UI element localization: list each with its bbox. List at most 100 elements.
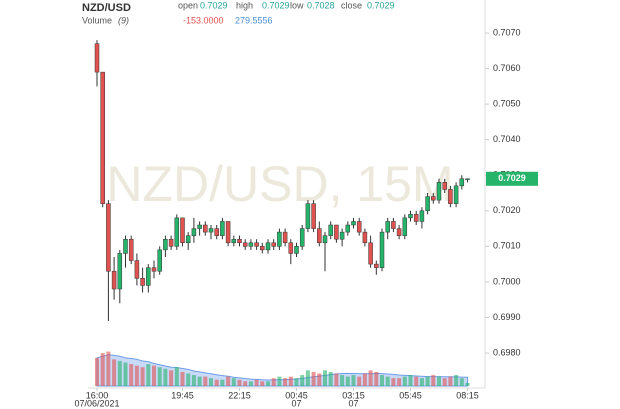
volume-bar (117, 360, 122, 386)
candle-body (146, 267, 151, 286)
volume-bar (157, 367, 162, 386)
candle-body (299, 228, 305, 247)
candle-body (123, 238, 128, 254)
candle-body (459, 178, 465, 187)
low-value: 0.7028 (307, 0, 335, 10)
volume-bar (459, 378, 464, 386)
volume-bar (425, 376, 430, 386)
candle-body (322, 235, 328, 244)
candle-body (151, 267, 157, 272)
candle-body (140, 278, 145, 286)
volume-bar (129, 364, 134, 386)
symbol: NZD/USD (82, 2, 131, 14)
indicator-value: 279.5556 (235, 15, 273, 25)
x-tick-label: 16:00 (86, 390, 109, 400)
volume-bar (419, 378, 424, 386)
volume-bar (408, 375, 413, 386)
volume-bar (266, 381, 270, 386)
y-tick-label: 0.7050 (493, 98, 521, 108)
candle-body (277, 231, 282, 247)
volume-bar (368, 370, 373, 386)
y-tick-label: 0.7040 (493, 134, 521, 144)
close-value: 0.7029 (367, 0, 395, 10)
x-tick-label: 19:45 (171, 390, 194, 400)
candle-body (453, 185, 459, 204)
candle-body (317, 228, 322, 244)
candle-body (225, 221, 231, 244)
x-tick-label: 22:15 (228, 390, 251, 400)
candle-body (442, 182, 447, 190)
volume-bar (340, 375, 345, 386)
volume-bar (283, 378, 288, 386)
volume-bar (95, 357, 99, 386)
candle-body (288, 242, 294, 254)
volume-bar (169, 370, 174, 386)
candle-body (402, 217, 408, 236)
volume-bar (305, 370, 310, 386)
volume-bar (402, 376, 407, 386)
volume-bar (152, 365, 156, 386)
candle-body (111, 270, 117, 290)
candle-body (191, 228, 197, 236)
candle-body (368, 242, 373, 265)
candle-body (163, 238, 168, 251)
volume-bar (385, 376, 390, 386)
volume-bar (448, 376, 453, 386)
candle-body (180, 217, 185, 244)
candle-body (465, 178, 470, 181)
indicator-period: (9) (118, 15, 129, 25)
volume-bar (334, 373, 339, 386)
volume-bar (186, 373, 191, 386)
candle-body (242, 242, 248, 247)
last-price-tag (486, 171, 538, 186)
candle-body (174, 217, 180, 247)
volume-bar (328, 371, 333, 386)
volume-bar (163, 368, 168, 386)
y-tick-label: 0.6990 (493, 312, 521, 322)
candle-body (431, 196, 436, 201)
volume-bar (317, 373, 322, 386)
volume-bar (226, 376, 231, 386)
volume-bar (351, 375, 356, 386)
volume-bar (191, 375, 196, 386)
candle-body (334, 224, 339, 240)
candle-body (260, 246, 265, 251)
y-tick-label: 0.7070 (493, 27, 521, 37)
volume-bar (442, 378, 447, 386)
volume-bar (214, 379, 219, 386)
volume-bar (271, 378, 276, 386)
volume-bar (254, 379, 259, 386)
candle-body (254, 242, 259, 247)
volume-bar (357, 376, 362, 386)
candle-body (351, 221, 356, 226)
volume-bar (220, 379, 225, 386)
volume-bar (123, 362, 128, 386)
candle-body (356, 221, 362, 233)
candle-body (220, 221, 225, 236)
x-tick-label: 00:45 (285, 390, 308, 400)
candle-body (419, 210, 425, 222)
candle-body (214, 228, 219, 236)
candle-body (408, 214, 413, 219)
candle-body (265, 242, 271, 251)
open-label: open (178, 0, 198, 10)
volume-bar (106, 351, 111, 386)
volume-bar (146, 364, 151, 386)
candle-body (385, 221, 390, 233)
x-tick-sublabel: 07 (291, 398, 301, 408)
candle-body (345, 224, 351, 233)
volume-bar (294, 378, 299, 386)
volume-bar (397, 378, 402, 386)
volume-bar (454, 375, 459, 386)
high-value: 0.7029 (262, 0, 290, 10)
volume-bar (260, 381, 265, 386)
candle-body (168, 238, 174, 247)
volume-bar (100, 353, 105, 386)
x-tick-sublabel: 07/06/2021 (74, 398, 119, 408)
volume-bar (243, 381, 248, 386)
candle-body (231, 238, 237, 244)
candle-body (391, 221, 396, 229)
high-label: high (236, 0, 253, 10)
candle-body (282, 231, 288, 244)
